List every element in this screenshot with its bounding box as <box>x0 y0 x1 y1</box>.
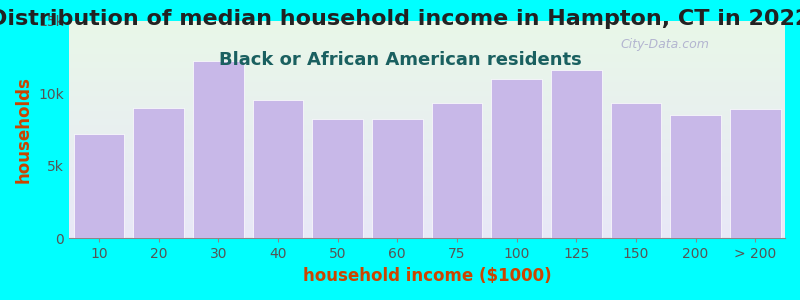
Bar <box>610 103 662 238</box>
Y-axis label: households: households <box>15 76 33 183</box>
Bar <box>491 79 542 238</box>
Bar <box>74 134 124 238</box>
Bar <box>372 119 422 238</box>
Bar <box>730 109 781 238</box>
Bar <box>134 108 184 238</box>
Bar <box>551 70 602 239</box>
Bar <box>193 61 244 238</box>
Text: City-Data.com: City-Data.com <box>620 38 710 51</box>
Text: Black or African American residents: Black or African American residents <box>218 51 582 69</box>
Bar <box>431 103 482 238</box>
Bar <box>253 100 303 238</box>
Bar <box>670 115 721 238</box>
Bar <box>312 119 363 238</box>
X-axis label: household income ($1000): household income ($1000) <box>302 267 551 285</box>
Text: Distribution of median household income in Hampton, CT in 2022: Distribution of median household income … <box>0 9 800 29</box>
